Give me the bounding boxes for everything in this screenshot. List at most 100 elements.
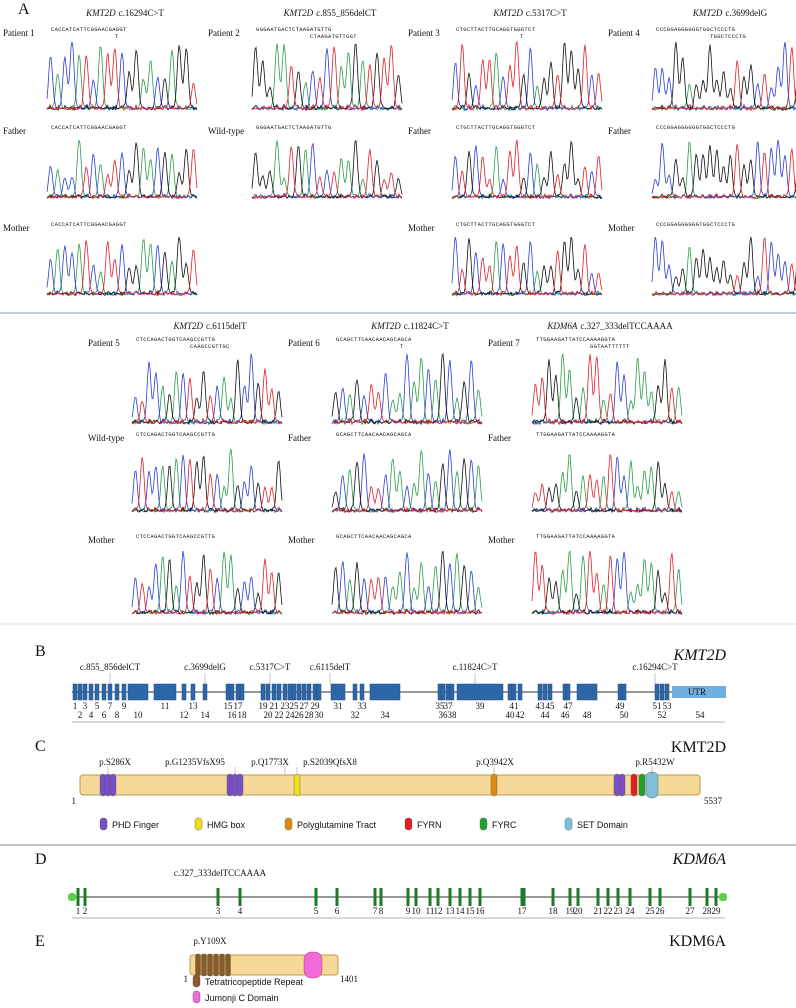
sequence: CTGCTTACTTGCAGGTGGGTCT [456, 26, 536, 33]
exon [359, 683, 365, 701]
exon [428, 888, 432, 906]
trace [331, 553, 483, 615]
legend-label: Tetratricopeptide Repeat [205, 977, 304, 987]
trace [651, 47, 796, 112]
exon-number: 26 [295, 710, 305, 720]
domain [213, 953, 219, 977]
exon-number: 50 [620, 710, 630, 720]
gene: KMT2D [283, 8, 314, 18]
trace [46, 236, 198, 297]
exon-number: 24 [286, 710, 296, 720]
sequence: CCCGGAGGGGGGTGGCTCCCTG [656, 26, 735, 33]
trace [46, 48, 198, 112]
trace [131, 558, 283, 616]
exon [94, 683, 100, 701]
exon-number: 48 [583, 710, 593, 720]
trace [131, 454, 282, 514]
trace [46, 244, 198, 297]
trace [331, 449, 483, 514]
exon-number: 10 [134, 710, 144, 720]
exon-number: 11 [161, 701, 170, 711]
exon-number: 7 [373, 906, 378, 916]
group-title: KMT2D c.3699delG [692, 8, 768, 18]
exon [520, 888, 526, 906]
sample-label: Patient 1 [3, 28, 35, 38]
exon [406, 888, 410, 906]
exon [658, 888, 662, 906]
trace [651, 141, 796, 200]
exon [659, 683, 665, 701]
mutation: c.5317C>T [526, 8, 567, 18]
domain [201, 953, 207, 977]
exon [547, 683, 553, 701]
sequence-alt: CTAAGATGTTGGT [310, 33, 357, 40]
sequence: CTCCAGACTGGTCAAGCCGTTG [136, 533, 215, 540]
sample-label: Wild-type [208, 126, 244, 136]
sequence-alt: CAAGCCGTTGC [190, 343, 230, 350]
sequence: CTGCTTACTTGCAGGTGGGTCT [456, 124, 536, 131]
mutation: c.16294C>T [119, 8, 165, 18]
exon [568, 888, 572, 906]
exon-number: 40 [506, 710, 516, 720]
exon [239, 683, 245, 701]
gene: KDM6A [546, 321, 577, 331]
exon-number: 33 [358, 701, 368, 711]
mutation-label: p.Q1773X [251, 757, 289, 767]
exon-number: 8 [115, 710, 120, 720]
domain [490, 773, 498, 797]
exon-number: 47 [564, 701, 574, 711]
range-end: 1401 [340, 974, 358, 984]
range-start: 1 [184, 974, 189, 984]
sequence: GCAGCTTCAACAACAGCAGCA [336, 533, 412, 540]
mutation: c.3699delG [725, 8, 767, 18]
legend-label: HMG box [207, 820, 246, 830]
legend-label: FYRC [492, 820, 517, 830]
exon [316, 683, 322, 701]
domain [293, 773, 301, 797]
exon-number: 26 [656, 906, 666, 916]
exon [606, 888, 610, 906]
exon [306, 683, 312, 701]
utr [672, 686, 726, 698]
trace [531, 461, 683, 514]
trace [451, 42, 603, 111]
domain [219, 953, 225, 977]
sequence-alt: GGTAATTTTTT [590, 343, 630, 350]
exon-number: 41 [510, 701, 519, 711]
exon-number: 27 [300, 701, 310, 711]
exon [153, 683, 177, 701]
exon [507, 683, 513, 701]
gene: KMT2D [492, 8, 523, 18]
exon-number: 16 [476, 906, 486, 916]
exon-number: 18 [238, 710, 248, 720]
exon [468, 888, 472, 906]
exon [448, 888, 452, 906]
exon-number: 32 [351, 710, 360, 720]
exon [621, 683, 627, 701]
mutation-label: c.11824C>T [453, 662, 498, 672]
domain [207, 953, 213, 977]
exon [271, 683, 277, 701]
group-title: KDM6A c.327_333delTCCAAAA [546, 321, 673, 331]
sequence-alt: T [115, 33, 119, 40]
panel-label: D [35, 851, 47, 868]
exon-number: 4 [238, 906, 243, 916]
panel-label: A [18, 1, 30, 18]
exon-number: 35 [436, 701, 446, 711]
exon [576, 888, 580, 906]
domain [225, 953, 231, 977]
trace [651, 41, 796, 112]
exon-number: 15 [224, 701, 234, 711]
trace [451, 244, 603, 297]
exon [260, 683, 266, 701]
exon-number: 17 [234, 701, 244, 711]
gene: KMT2D [173, 321, 204, 331]
exon-number: 27 [686, 906, 696, 916]
domain [303, 951, 323, 979]
panel-label: B [35, 643, 46, 660]
exon-number: 5 [95, 701, 100, 711]
legend-swatch [194, 817, 203, 831]
exon [537, 683, 543, 701]
trace [451, 140, 603, 200]
